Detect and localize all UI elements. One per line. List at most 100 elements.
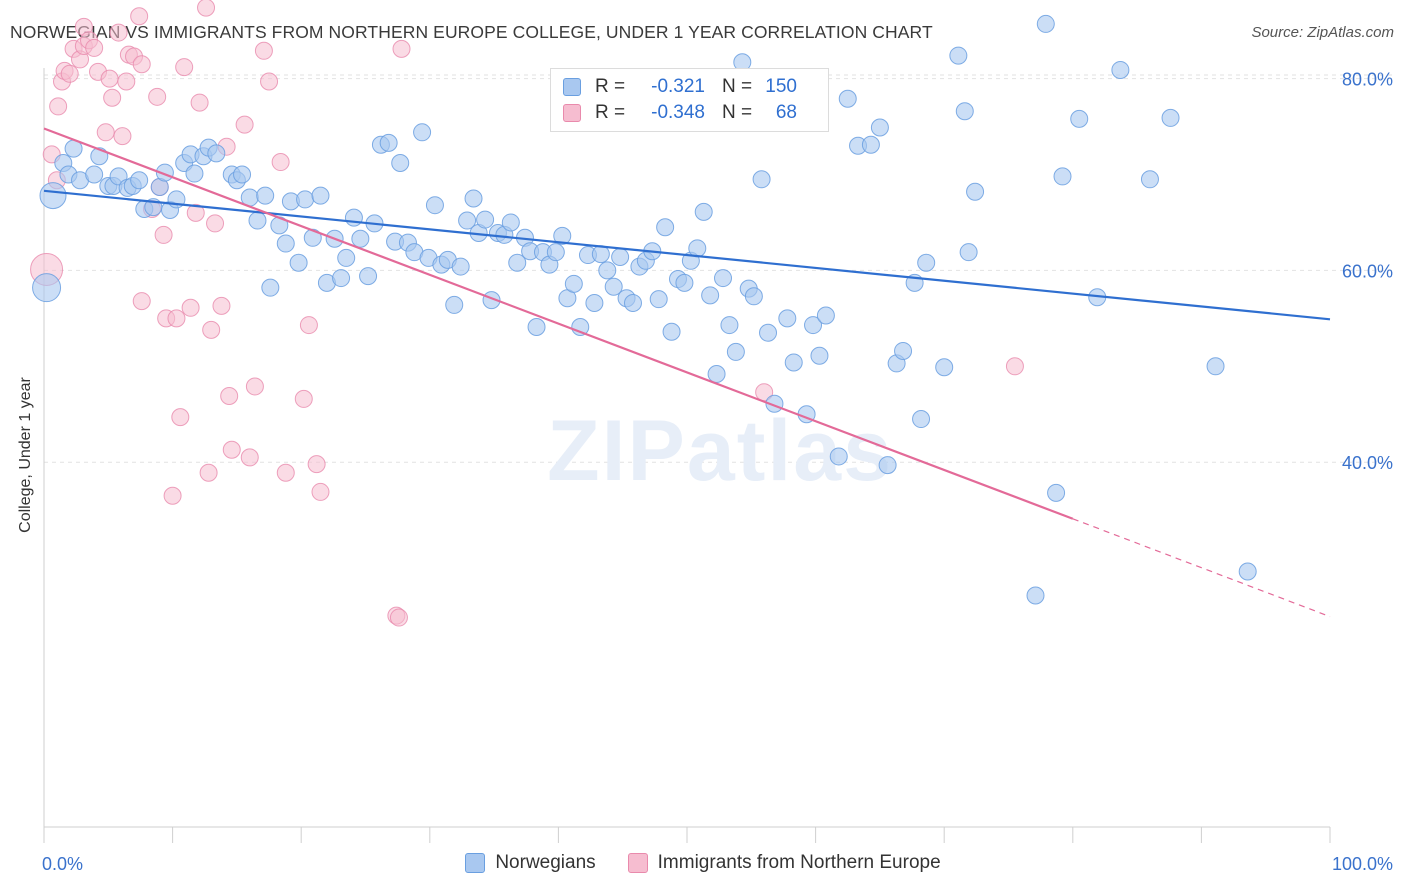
legend-r-value: -0.321 bbox=[651, 76, 705, 97]
data-point-norwegians bbox=[501, 213, 520, 232]
data-point-immigrants bbox=[181, 298, 200, 317]
data-point-norwegians bbox=[476, 210, 495, 229]
data-point-norwegians bbox=[359, 267, 378, 286]
data-point-norwegians bbox=[591, 245, 610, 264]
data-point-immigrants bbox=[163, 486, 182, 505]
data-point-norwegians bbox=[391, 153, 410, 172]
data-point-immigrants bbox=[96, 123, 115, 142]
data-point-immigrants bbox=[132, 55, 151, 74]
data-point-norwegians bbox=[1206, 357, 1225, 376]
data-point-norwegians bbox=[451, 257, 470, 276]
chart-title: NORWEGIAN VS IMMIGRANTS FROM NORTHERN EU… bbox=[10, 22, 933, 42]
data-point-norwegians bbox=[935, 358, 954, 377]
legend-n-label: N = bbox=[721, 76, 753, 97]
data-point-norwegians bbox=[656, 218, 675, 237]
legend-item-norwegians: Norwegians bbox=[465, 852, 596, 874]
data-point-norwegians bbox=[604, 277, 623, 296]
data-point-norwegians bbox=[207, 144, 226, 163]
legend-n-value: 68 bbox=[775, 102, 797, 123]
data-point-norwegians bbox=[752, 170, 771, 189]
data-point-immigrants bbox=[148, 87, 167, 106]
data-point-norwegians bbox=[289, 253, 308, 272]
data-point-norwegians bbox=[778, 309, 797, 328]
data-point-norwegians bbox=[351, 229, 370, 248]
data-point-norwegians bbox=[1053, 167, 1072, 186]
data-point-norwegians bbox=[955, 102, 974, 121]
data-point-immigrants bbox=[271, 153, 290, 172]
data-point-norwegians bbox=[413, 123, 432, 142]
data-point-immigrants bbox=[109, 23, 128, 42]
data-point-immigrants bbox=[199, 463, 218, 482]
data-point-norwegians bbox=[810, 346, 829, 365]
data-point-norwegians bbox=[337, 248, 356, 267]
y-axis-label: College, Under 1 year bbox=[17, 377, 34, 533]
data-point-immigrants bbox=[240, 448, 259, 467]
data-point-immigrants bbox=[171, 408, 190, 427]
data-point-immigrants bbox=[260, 72, 279, 91]
data-point-norwegians bbox=[1070, 109, 1089, 128]
data-point-norwegians bbox=[508, 253, 527, 272]
data-point-norwegians bbox=[662, 322, 681, 341]
data-point-immigrants bbox=[197, 0, 216, 17]
legend-r-label: R = bbox=[595, 76, 626, 97]
x-tick-label: 100.0% bbox=[1332, 854, 1393, 874]
data-point-norwegians bbox=[917, 253, 936, 272]
trend-line-norwegians bbox=[43, 189, 1331, 321]
data-point-norwegians bbox=[458, 211, 477, 230]
data-point-norwegians bbox=[39, 182, 67, 210]
data-point-immigrants bbox=[113, 127, 132, 146]
data-point-immigrants bbox=[235, 115, 254, 134]
data-point-immigrants bbox=[294, 389, 313, 408]
series-norwegians bbox=[32, 14, 1257, 605]
data-point-norwegians bbox=[611, 247, 630, 266]
source-credit: Source: ZipAtlas.com bbox=[1251, 24, 1394, 41]
data-point-norwegians bbox=[344, 208, 363, 227]
data-point-norwegians bbox=[623, 294, 642, 313]
data-point-norwegians bbox=[527, 317, 546, 336]
data-point-norwegians bbox=[894, 341, 913, 360]
data-point-immigrants bbox=[311, 482, 330, 501]
data-point-norwegians bbox=[1111, 60, 1130, 79]
data-point-immigrants bbox=[100, 69, 119, 88]
data-point-immigrants bbox=[202, 320, 221, 339]
data-point-norwegians bbox=[332, 269, 351, 288]
legend-n-value: 150 bbox=[765, 76, 797, 97]
data-point-norwegians bbox=[553, 226, 572, 245]
legend-swatch-immigrants bbox=[627, 853, 648, 873]
data-point-immigrants bbox=[130, 7, 149, 26]
data-point-norwegians bbox=[861, 135, 880, 154]
data-point-norwegians bbox=[804, 316, 823, 335]
data-point-immigrants bbox=[212, 296, 231, 315]
data-point-immigrants bbox=[389, 608, 408, 627]
data-point-norwegians bbox=[1026, 586, 1045, 605]
data-point-norwegians bbox=[838, 89, 857, 108]
data-point-immigrants bbox=[60, 64, 79, 83]
data-point-norwegians bbox=[464, 189, 483, 208]
data-point-norwegians bbox=[379, 133, 398, 152]
data-point-norwegians bbox=[276, 234, 295, 253]
data-point-immigrants bbox=[1005, 357, 1024, 376]
legend-item-immigrants: Immigrants from Northern Europe bbox=[627, 852, 941, 874]
data-point-norwegians bbox=[688, 239, 707, 258]
data-point-norwegians bbox=[949, 46, 968, 65]
data-point-norwegians bbox=[959, 243, 978, 262]
data-point-norwegians bbox=[598, 261, 617, 280]
legend-row-norwegians: R = -0.321 N = 150 bbox=[563, 75, 797, 99]
data-point-norwegians bbox=[261, 278, 280, 297]
y-tick-label: 60.0% bbox=[1342, 261, 1393, 281]
x-tick-label: 0.0% bbox=[42, 854, 83, 874]
data-point-immigrants bbox=[154, 225, 173, 244]
data-point-norwegians bbox=[649, 290, 668, 309]
data-point-immigrants bbox=[85, 38, 104, 57]
data-point-norwegians bbox=[564, 274, 583, 293]
data-point-norwegians bbox=[1036, 14, 1055, 33]
legend-swatch-norwegians bbox=[465, 853, 486, 873]
legend-swatch-blue bbox=[563, 78, 581, 96]
data-point-norwegians bbox=[256, 186, 275, 205]
data-point-norwegians bbox=[707, 364, 726, 383]
data-point-immigrants bbox=[307, 455, 326, 474]
data-point-norwegians bbox=[546, 243, 565, 262]
data-point-norwegians bbox=[878, 456, 897, 475]
data-point-immigrants bbox=[167, 309, 186, 328]
data-point-norwegians bbox=[1047, 483, 1066, 502]
